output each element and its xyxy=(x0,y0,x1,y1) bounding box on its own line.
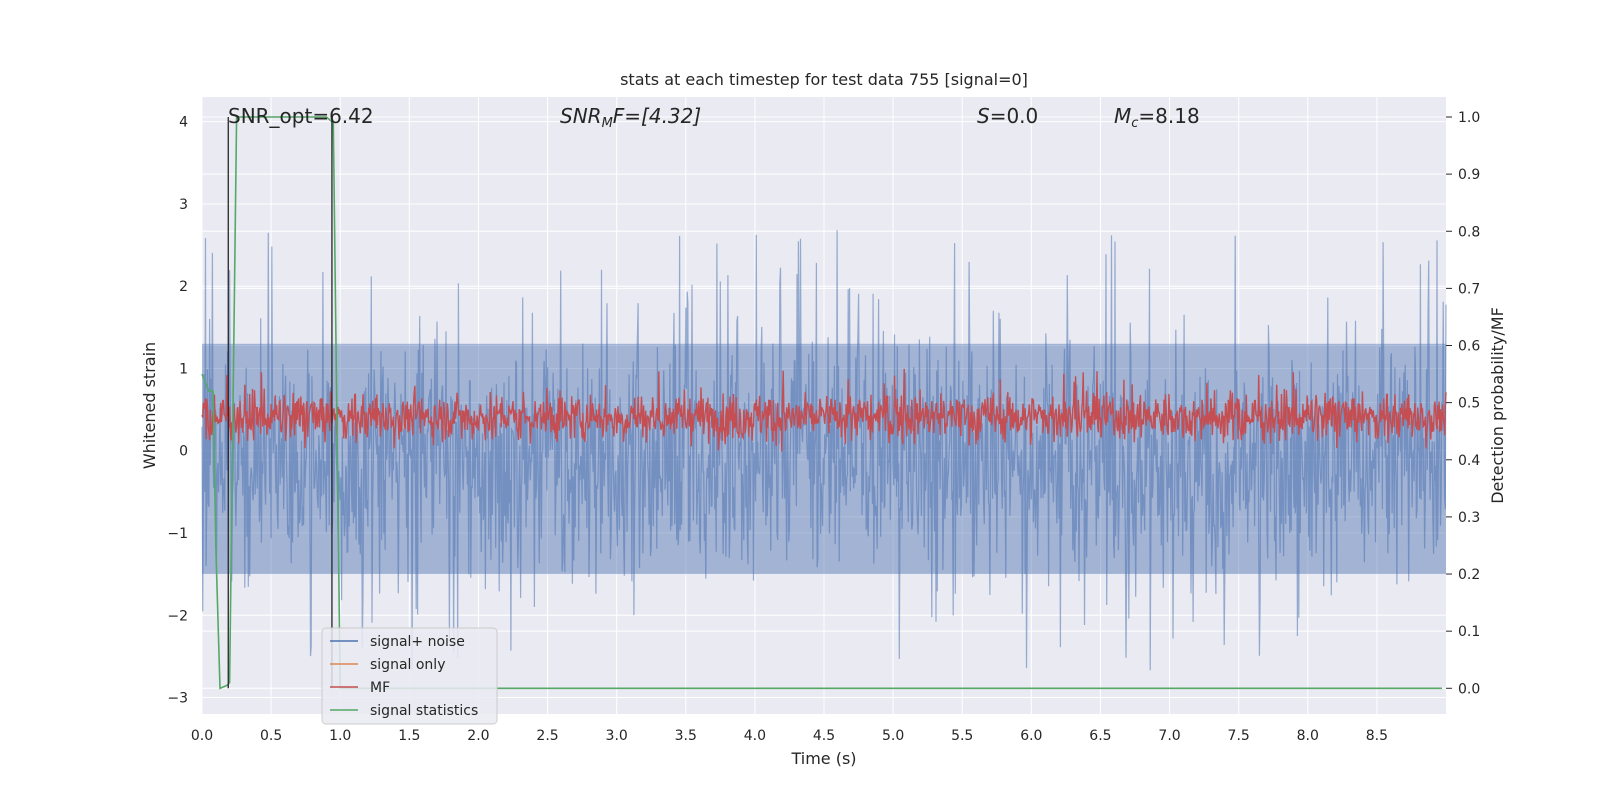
y-tick-label: 2 xyxy=(179,279,188,295)
annotations: SNR_opt=6.42 SNRMF=[4.32] S=0.0 Mc=8.18 xyxy=(228,104,1200,131)
y-tick-label: 1 xyxy=(179,361,188,377)
mc-annotation: Mc=8.18 xyxy=(1114,104,1200,131)
y2-tick-label: 0.8 xyxy=(1458,224,1480,240)
chart-title: stats at each timestep for test data 755… xyxy=(620,70,1028,89)
axes-layer: 0.0 0.5 1.0 1.5 2.0 2.5 3.0 3.5 4.0 4.5 5.0 5.5 6.0 6… xyxy=(167,110,1480,744)
series-mf xyxy=(201,368,1447,452)
snr-mf-subscript: M xyxy=(602,116,613,131)
x-tick-label: 7.5 xyxy=(1228,728,1250,744)
s-annotation: S=0.0 xyxy=(977,104,1038,128)
x-tick-label: 5.0 xyxy=(882,728,904,744)
y-tick-label: −2 xyxy=(167,608,188,624)
legend: signal+ noise signal only MF signal statist… xyxy=(321,627,498,725)
x-tick-label: 0.5 xyxy=(260,728,282,744)
x-tick-label: 6.0 xyxy=(1020,728,1042,744)
y-tick-label: 3 xyxy=(179,197,188,213)
s-symbol: S xyxy=(977,104,990,128)
y-tick-label: −1 xyxy=(167,526,188,542)
x-tick-label: 7.0 xyxy=(1158,728,1180,744)
y2-tick-label: 0.5 xyxy=(1458,396,1480,412)
y2-tick-label: 0.1 xyxy=(1458,624,1480,640)
x-tick-label: 4.0 xyxy=(744,728,766,744)
x-tick-label: 4.5 xyxy=(813,728,835,744)
x-tick-label: 8.0 xyxy=(1297,728,1319,744)
x-tick-label: 0.0 xyxy=(191,728,213,744)
snr-mf-annotation: SNRMF=[4.32] xyxy=(560,104,701,131)
y2-tick-label: 0.9 xyxy=(1458,167,1480,183)
legend-label: MF xyxy=(370,680,390,696)
legend-box xyxy=(321,627,498,725)
s-value: =0.0 xyxy=(990,104,1039,128)
mc-value: =8.18 xyxy=(1138,104,1199,128)
x-tick-label: 8.5 xyxy=(1366,728,1388,744)
y2-tick-label: 0.6 xyxy=(1458,339,1480,355)
x-tick-label: 3.0 xyxy=(606,728,628,744)
snr-opt-annotation: SNR_opt=6.42 xyxy=(228,104,374,128)
y2-tick-label: 0.4 xyxy=(1458,453,1480,469)
y2-axis-label: Detection probability/MF xyxy=(1488,307,1507,504)
snr-mf-value: F=[4.32] xyxy=(613,104,701,128)
y2-tick-label: 0.0 xyxy=(1458,681,1480,697)
x-tick-label: 1.0 xyxy=(329,728,351,744)
legend-label: signal statistics xyxy=(370,703,478,719)
x-tick-label: 2.0 xyxy=(467,728,489,744)
y2-tick-label: 0.3 xyxy=(1458,510,1480,526)
x-tick-label: 1.5 xyxy=(398,728,420,744)
x-tick-label: 2.5 xyxy=(536,728,558,744)
y2-tick-label: 0.7 xyxy=(1458,281,1480,297)
x-tick-label: 6.5 xyxy=(1089,728,1111,744)
y2-tick-label: 0.2 xyxy=(1458,567,1480,583)
y-tick-label: 0 xyxy=(179,444,188,460)
snr-mf-symbol: SNR xyxy=(560,104,602,128)
y-tick-label: 4 xyxy=(179,115,188,131)
legend-label: signal+ noise xyxy=(370,634,465,650)
x-tick-label: 3.5 xyxy=(675,728,697,744)
mc-symbol: M xyxy=(1114,104,1131,128)
y-tick-label: −3 xyxy=(167,691,188,707)
legend-label: signal only xyxy=(370,657,445,673)
series-layer xyxy=(201,116,1447,690)
y2-tick-label: 1.0 xyxy=(1458,110,1480,126)
x-tick-label: 5.5 xyxy=(951,728,973,744)
x-axis-label: Time (s) xyxy=(790,749,856,768)
y-axis-label: Whitened strain xyxy=(140,342,159,469)
mc-subscript: c xyxy=(1131,116,1138,131)
